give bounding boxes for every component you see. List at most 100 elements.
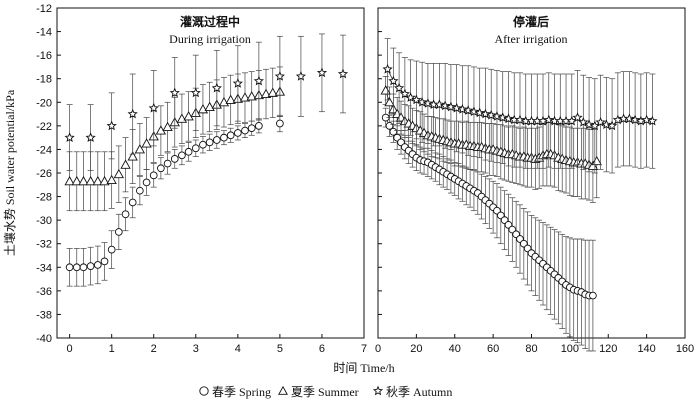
x-tick-label: 140: [637, 343, 655, 355]
point-spring: [163, 159, 172, 168]
point-summer: [113, 168, 124, 179]
point-autumn: [514, 114, 526, 125]
panel-frame: [56, 7, 365, 339]
x-tick-label: 0: [375, 343, 381, 355]
point-spring: [72, 263, 81, 272]
point-summer: [384, 96, 395, 107]
point-spring: [389, 127, 398, 136]
point-autumn: [399, 88, 410, 99]
panel-after-irrigation: 停灌后 After irrigation 0 20 40 60 80 100 120 140 1…: [375, 7, 694, 355]
legend-label-summer: 夏季 Summer: [291, 385, 359, 399]
y-tick-label: -20: [36, 97, 52, 109]
point-spring: [79, 263, 88, 272]
point-spring: [247, 124, 256, 133]
y-tick-label: -30: [36, 215, 52, 227]
point-spring: [128, 198, 137, 207]
point-spring: [170, 155, 179, 163]
x-tick-label: 3: [193, 343, 199, 355]
point-autumn: [422, 98, 433, 108]
y-tick-label: -34: [36, 262, 52, 274]
point-autumn: [232, 78, 243, 88]
point-autumn: [606, 120, 618, 131]
point-autumn: [451, 102, 462, 113]
point-autumn: [612, 114, 623, 125]
point-spring: [178, 151, 186, 160]
point-spring: [93, 261, 102, 269]
legend-marker-summer: [278, 385, 288, 395]
point-spring: [205, 138, 214, 147]
point-autumn: [169, 87, 180, 98]
point-spring: [100, 257, 109, 266]
x-tick-label: 6: [319, 343, 325, 355]
point-spring: [212, 136, 221, 144]
point-autumn: [537, 115, 549, 126]
panel-title-en: During irrigation: [169, 32, 251, 46]
legend-label-autumn: 秋季 Autumn: [386, 385, 452, 399]
point-summer: [162, 121, 173, 132]
legend-label-spring: 春季 Spring: [212, 385, 271, 399]
point-autumn: [382, 63, 393, 74]
x-tick-label: 0: [67, 343, 73, 355]
x-tick-label: 4: [235, 343, 241, 355]
y-tick-label: -24: [36, 144, 52, 156]
point-summer: [71, 175, 82, 186]
point-autumn: [274, 70, 285, 81]
point-autumn: [148, 102, 159, 113]
point-summer: [85, 175, 96, 186]
point-autumn: [316, 67, 328, 78]
point-autumn: [630, 114, 641, 125]
point-spring: [233, 129, 242, 137]
legend: 春季 Spring 夏季 Summer 秋季 Autumn: [199, 385, 452, 399]
point-spring: [589, 291, 597, 300]
point-autumn: [572, 112, 583, 122]
x-tick-label: 5: [277, 343, 283, 355]
point-summer: [134, 144, 146, 154]
y-tick-label: -32: [36, 239, 52, 251]
series-spring: [381, 107, 597, 352]
legend-marker-autumn: [372, 385, 384, 396]
point-autumn: [190, 87, 201, 98]
point-autumn: [543, 114, 554, 125]
point-autumn: [589, 120, 600, 131]
right-series-group: [380, 38, 658, 352]
point-summer: [106, 174, 117, 185]
point-autumn: [624, 113, 635, 124]
point-summer: [267, 87, 278, 97]
point-autumn: [64, 132, 75, 142]
point-summer: [183, 111, 194, 121]
point-spring: [276, 119, 284, 128]
point-autumn: [393, 82, 405, 93]
point-autumn: [468, 106, 480, 117]
y-tick-label: -40: [36, 333, 52, 345]
point-autumn: [434, 99, 445, 109]
x-tick-label: 100: [561, 343, 579, 355]
point-autumn: [440, 100, 451, 111]
x-tick-label: 160: [676, 343, 694, 355]
point-spring: [385, 122, 394, 130]
point-autumn: [566, 115, 577, 126]
point-spring: [157, 164, 165, 173]
point-autumn: [85, 132, 96, 142]
point-summer: [591, 155, 602, 166]
point-autumn: [503, 113, 514, 124]
x-tick-label: 20: [410, 343, 422, 355]
y-tick-label: -26: [36, 168, 52, 180]
point-spring: [65, 263, 74, 272]
point-spring: [220, 133, 228, 142]
point-spring: [226, 131, 235, 140]
point-summer: [204, 101, 215, 111]
point-autumn: [641, 114, 652, 125]
point-autumn: [583, 119, 595, 130]
point-summer: [64, 175, 75, 186]
point-spring: [86, 262, 95, 270]
point-autumn: [601, 119, 612, 130]
point-autumn: [211, 82, 222, 93]
x-tick-label: 120: [599, 343, 617, 355]
point-spring: [114, 228, 123, 236]
point-autumn: [497, 112, 508, 122]
point-autumn: [106, 120, 117, 131]
series-spring: [65, 114, 284, 287]
x-tick-label: 60: [487, 343, 499, 355]
point-autumn: [647, 115, 658, 126]
point-summer: [225, 94, 236, 104]
